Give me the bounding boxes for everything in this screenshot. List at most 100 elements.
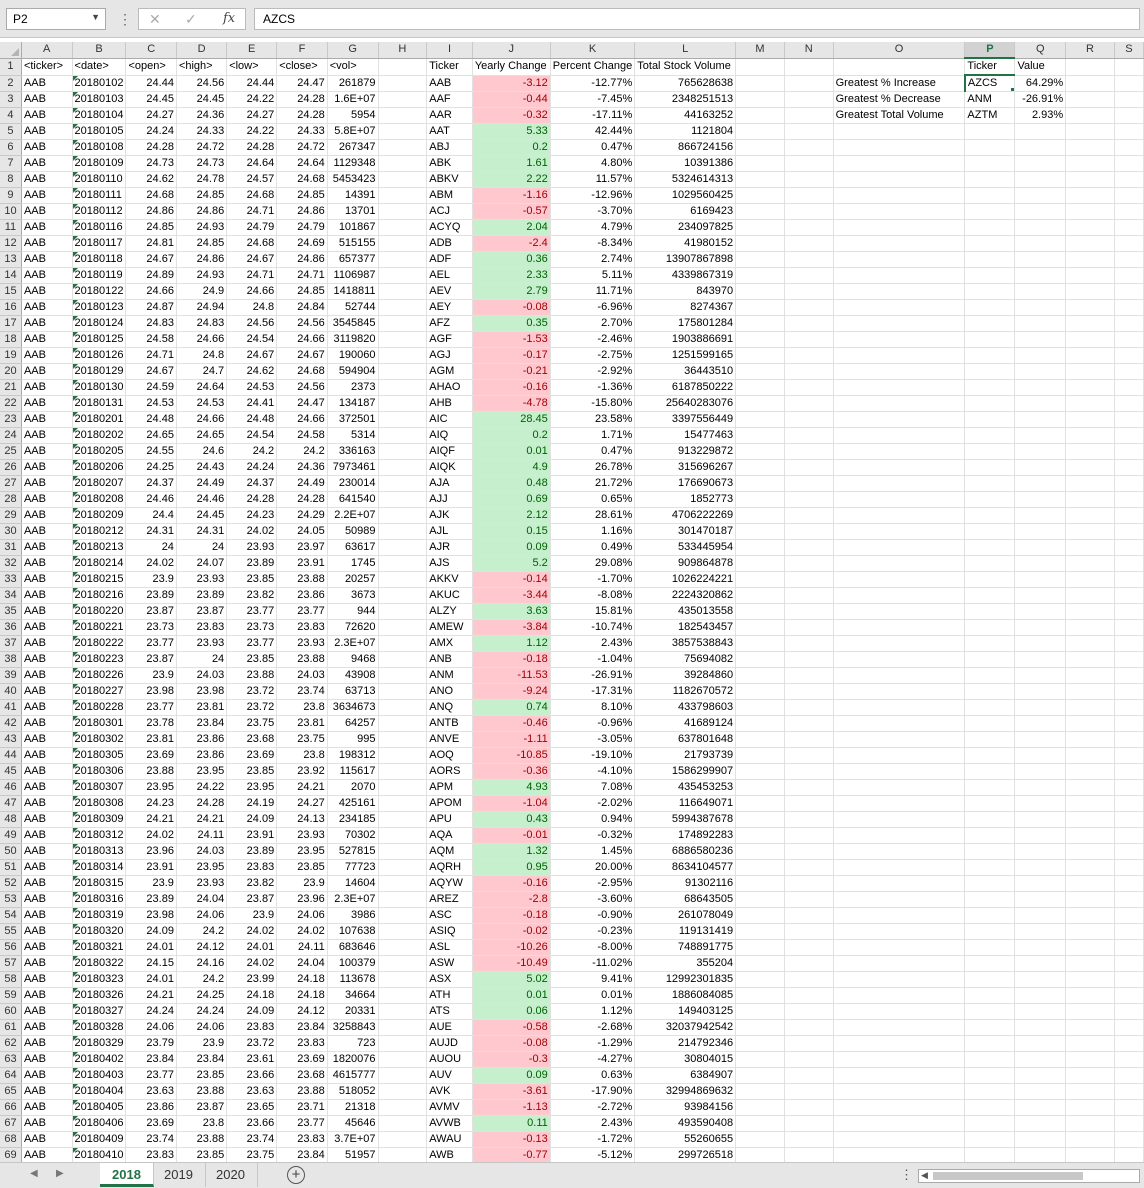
cell-percent-change[interactable]: -0.96%: [550, 715, 636, 732]
empty-cell[interactable]: [784, 763, 834, 780]
cell-low[interactable]: 24.09: [226, 811, 278, 828]
empty-cell[interactable]: [735, 955, 785, 972]
empty-cell[interactable]: [378, 491, 428, 508]
empty-cell[interactable]: [964, 587, 1016, 604]
summary-label[interactable]: Greatest % Decrease: [833, 91, 966, 108]
empty-cell[interactable]: [784, 491, 834, 508]
cell-close[interactable]: 24.33: [276, 123, 328, 140]
cell-open[interactable]: 24.01: [125, 939, 177, 956]
cell-close[interactable]: 23.71: [276, 1099, 328, 1116]
cell-percent-change[interactable]: -10.74%: [550, 619, 636, 636]
cell-summary-ticker[interactable]: AQM: [426, 843, 473, 860]
empty-cell[interactable]: [833, 1131, 966, 1148]
empty-cell[interactable]: [784, 555, 834, 572]
empty-cell[interactable]: [735, 1131, 785, 1148]
cell-low[interactable]: 24.22: [226, 91, 278, 108]
cell-low[interactable]: 23.61: [226, 1051, 278, 1068]
empty-cell[interactable]: [1065, 955, 1115, 972]
cell-date[interactable]: 20180112: [72, 203, 127, 220]
cell-percent-change[interactable]: -12.77%: [550, 75, 636, 92]
cell-date[interactable]: 20180322: [72, 955, 127, 972]
cell-low[interactable]: 23.89: [226, 843, 278, 860]
empty-cell[interactable]: [1114, 971, 1144, 988]
cell-open[interactable]: 24.15: [125, 955, 177, 972]
empty-cell[interactable]: [735, 1115, 785, 1132]
cell-percent-change[interactable]: -2.46%: [550, 331, 636, 348]
cell-date[interactable]: 20180123: [72, 299, 127, 316]
empty-cell[interactable]: [378, 747, 428, 764]
cell-percent-change[interactable]: 28.61%: [550, 507, 636, 524]
cell-open[interactable]: 23.9: [125, 875, 177, 892]
empty-cell[interactable]: [784, 1035, 834, 1052]
empty-cell[interactable]: [735, 315, 785, 332]
cell-high[interactable]: 23.9: [176, 1035, 228, 1052]
cell-low[interactable]: 23.72: [226, 1035, 278, 1052]
cell-close[interactable]: 24.71: [276, 267, 328, 284]
cell-open[interactable]: 23.77: [125, 699, 177, 716]
cell-high[interactable]: 23.83: [176, 619, 228, 636]
cell-date[interactable]: 20180326: [72, 987, 127, 1004]
empty-cell[interactable]: [1014, 1115, 1067, 1132]
cell-open[interactable]: 23.77: [125, 1067, 177, 1084]
row-header[interactable]: 51: [0, 859, 22, 876]
empty-cell[interactable]: [784, 1067, 834, 1084]
empty-cell[interactable]: [1065, 363, 1115, 380]
column-header-p[interactable]: P: [964, 42, 1016, 59]
empty-cell[interactable]: [1065, 523, 1115, 540]
cell-vol[interactable]: 1129348: [327, 155, 379, 172]
cell-total-volume[interactable]: 1886084085: [634, 987, 737, 1004]
empty-cell[interactable]: [735, 523, 785, 540]
cell-low[interactable]: 24.53: [226, 379, 278, 396]
empty-cell[interactable]: [1014, 299, 1067, 316]
cell-vol[interactable]: 63713: [327, 683, 379, 700]
cell-ticker[interactable]: AAB: [21, 331, 73, 348]
row-header[interactable]: 33: [0, 571, 22, 588]
cell-date[interactable]: 20180109: [72, 155, 127, 172]
cell-close[interactable]: 23.74: [276, 683, 328, 700]
cell-percent-change[interactable]: 1.71%: [550, 427, 636, 444]
cell-close[interactable]: 23.96: [276, 891, 328, 908]
empty-cell[interactable]: [784, 747, 834, 764]
cell-vol[interactable]: 1418811: [327, 283, 379, 300]
empty-cell[interactable]: [378, 699, 428, 716]
empty-cell[interactable]: [735, 731, 785, 748]
cell-percent-change[interactable]: -8.08%: [550, 587, 636, 604]
empty-cell[interactable]: [833, 587, 966, 604]
cell-ticker[interactable]: AAB: [21, 1067, 73, 1084]
empty-cell[interactable]: [964, 331, 1016, 348]
row-header[interactable]: 41: [0, 699, 22, 716]
cell-total-volume[interactable]: 39284860: [634, 667, 737, 684]
empty-cell[interactable]: [1114, 779, 1144, 796]
empty-cell[interactable]: [1065, 427, 1115, 444]
empty-cell[interactable]: [833, 939, 966, 956]
empty-cell[interactable]: [1014, 795, 1067, 812]
row-header[interactable]: 57: [0, 955, 22, 972]
empty-cell[interactable]: [784, 539, 834, 556]
empty-cell[interactable]: [833, 347, 966, 364]
row-header[interactable]: 10: [0, 203, 22, 220]
cell-open[interactable]: 23.89: [125, 587, 177, 604]
empty-cell[interactable]: [378, 331, 428, 348]
cell-summary-ticker[interactable]: AOQ: [426, 747, 473, 764]
cell-ticker[interactable]: AAB: [21, 843, 73, 860]
empty-cell[interactable]: [833, 1067, 966, 1084]
empty-cell[interactable]: [833, 1019, 966, 1036]
empty-cell[interactable]: [378, 1003, 428, 1020]
row-header[interactable]: 2: [0, 75, 22, 92]
empty-cell[interactable]: [1065, 75, 1115, 92]
cell-vol[interactable]: 2070: [327, 779, 379, 796]
cell-high[interactable]: 24.25: [176, 987, 228, 1004]
header-cell[interactable]: <high>: [176, 58, 228, 76]
cell-percent-change[interactable]: 21.72%: [550, 475, 636, 492]
cell-date[interactable]: 20180315: [72, 875, 127, 892]
cell-vol[interactable]: 3.7E+07: [327, 1131, 379, 1148]
empty-cell[interactable]: [1114, 923, 1144, 940]
empty-cell[interactable]: [964, 523, 1016, 540]
cell-low[interactable]: 24.64: [226, 155, 278, 172]
row-header[interactable]: 52: [0, 875, 22, 892]
cell-ticker[interactable]: AAB: [21, 715, 73, 732]
cell-summary-ticker[interactable]: APU: [426, 811, 473, 828]
empty-cell[interactable]: [735, 859, 785, 876]
cell-low[interactable]: 24.2: [226, 443, 278, 460]
header-cell[interactable]: Yearly Change: [472, 58, 551, 76]
